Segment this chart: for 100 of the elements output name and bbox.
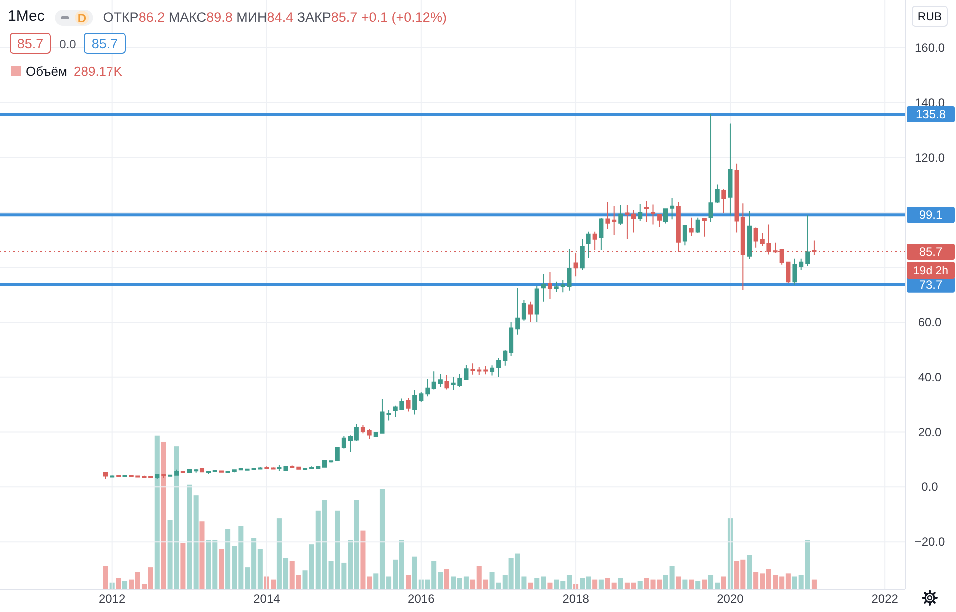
candlestick [367,429,372,440]
y-tick-label: 160.0 [914,41,946,56]
candlestick [658,214,662,228]
candlestick [174,469,180,476]
candlestick [663,208,668,224]
candlestick [406,397,411,412]
candlestick [464,364,469,381]
candlestick [432,371,436,390]
bar [592,580,598,589]
candlestick [696,217,700,234]
bar [747,555,752,589]
bar [161,442,166,589]
candlestick [722,188,726,214]
candlestick [682,224,688,246]
candlestick [329,460,334,464]
candlestick [104,472,108,480]
bar [689,580,694,589]
candlestick [522,300,526,322]
candlestick [618,204,624,226]
bar [598,580,604,589]
candlestick [632,209,636,234]
candlestick [650,204,656,226]
bar [219,549,224,589]
ref-line-label: 135.8 [916,107,946,122]
y-tick-label: 0.0 [922,480,939,494]
candlestick [625,204,630,240]
x-tick-label: 2012 [98,592,126,606]
candlestick [644,200,649,223]
candlestick [747,210,752,260]
candlestick [226,470,230,474]
candlestick [670,198,675,220]
candlestick [296,466,302,470]
ref-line-label: 73.7 [919,278,943,292]
candlestick [302,467,308,470]
bar [180,543,186,589]
candlestick [496,358,502,378]
bar [812,580,817,589]
candlestick [116,474,122,478]
candlestick [554,281,559,293]
candlestick [290,465,295,469]
candlestick [516,288,520,336]
candlestick [534,285,540,322]
candlestick [715,184,720,204]
bar [122,581,128,589]
candlestick [277,464,282,472]
candlestick [528,301,534,322]
candlestick [438,374,443,388]
bar [154,436,160,589]
x-tick-label: 2022 [872,592,899,606]
ref-line-label: 99.1 [919,208,943,222]
candlestick [162,474,166,479]
candlestick [444,374,450,390]
bar [638,581,643,589]
y-tick-label: −20.0 [914,535,946,550]
candlestick [219,470,224,474]
x-tick-label: 2014 [254,592,281,606]
candlestick [187,468,192,474]
candlestick [206,470,212,476]
candlestick [548,272,553,300]
candlestick [638,204,643,222]
bar [696,581,701,589]
candlestick [412,390,418,416]
bar [676,576,682,589]
candlestick [806,214,810,267]
x-tick-label: 2016 [408,592,436,606]
candlestick [316,466,321,470]
candlestick [284,466,288,472]
candlestick [155,474,160,480]
candlestick [419,392,424,403]
candlestick [484,366,488,376]
y-tick-label: 120.0 [914,150,946,165]
bar [548,582,553,589]
candlestick [264,466,270,470]
bar [702,580,708,589]
bar [103,566,108,589]
bar [200,522,205,589]
text: RUB [918,12,942,24]
candlestick [271,467,276,470]
x-tick-label: 2020 [717,592,744,606]
candlestick [586,231,591,260]
candlestick [754,227,758,248]
bar [618,578,624,589]
candlestick [110,475,115,478]
y-tick-label: 60.0 [918,315,942,330]
candlestick [426,378,430,398]
candlestick [232,469,237,474]
candlestick [342,436,346,450]
candlestick [335,446,340,462]
annotation: D [78,12,87,26]
y-tick-label: 20.0 [918,425,942,440]
text: 1Мес [8,8,46,25]
annotation: 85.7 [17,36,44,52]
bar [406,575,412,589]
bar [116,578,122,589]
candlestick [360,424,366,434]
candlestick [200,467,205,474]
annotation: 289.17K [74,64,123,79]
annotation: ОТКР86.2 МАКС89.8 МИН84.4 ЗАКР85.7 +0.1 (+0.12%) [103,10,447,25]
candlestick [310,466,314,470]
candlestick [702,218,707,238]
